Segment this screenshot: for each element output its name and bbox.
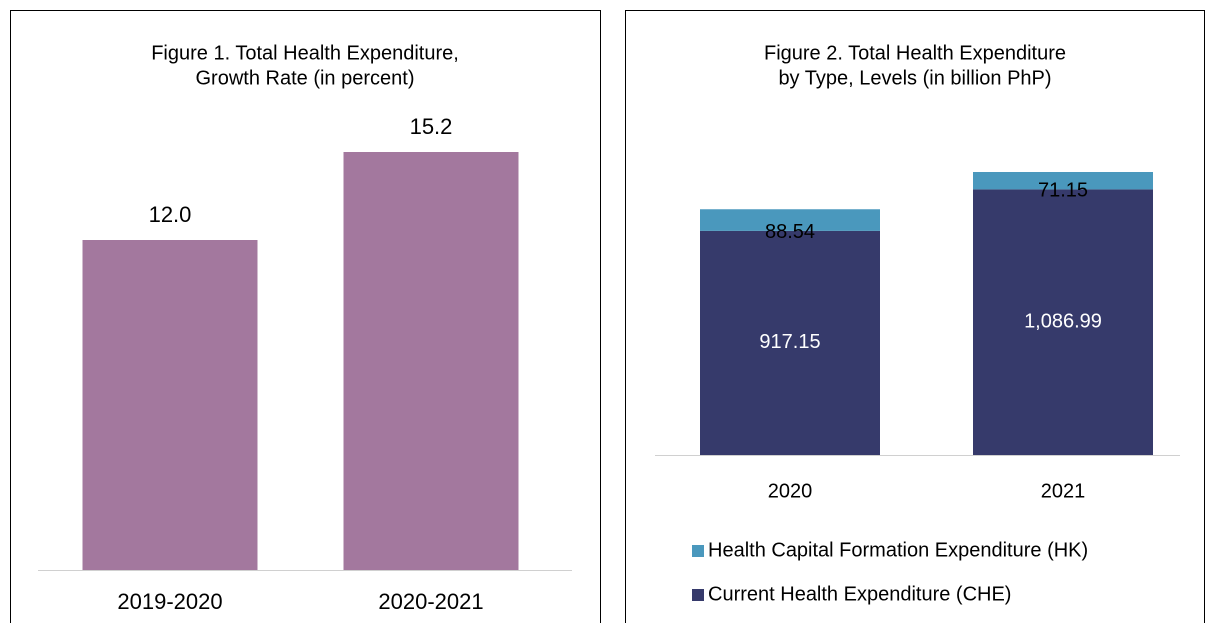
legend-swatch [692,589,704,601]
data-label: 917.15 [759,331,820,353]
bar-segment [700,209,880,231]
data-label: 1,086.99 [1024,310,1102,332]
bar [343,152,519,570]
chart-title: Growth Rate (in percent) [196,67,415,89]
chart-title: Figure 2. Total Health Expenditure [764,42,1066,64]
bar-segment [973,172,1153,190]
x-tick-label: 2020-2021 [378,589,483,614]
bar-segment [700,230,880,455]
panel-border [10,10,601,623]
panel-border [625,10,1205,623]
bar [82,240,258,570]
data-label: 15.2 [410,114,453,139]
data-label: 12.0 [149,202,192,227]
chart-title: by Type, Levels (in billion PhP) [778,67,1051,89]
legend-swatch [692,545,704,557]
x-tick-label: 2019-2020 [117,589,222,614]
legend-label: Current Health Expenditure (CHE) [708,583,1011,605]
bar-segment [973,189,1153,455]
data-label: 71.15 [1038,180,1088,202]
data-label: 88.54 [765,221,815,243]
chart-title: Figure 1. Total Health Expenditure, [151,42,459,64]
x-tick-label: 2020 [768,480,813,502]
x-tick-label: 2021 [1041,480,1086,502]
legend-label: Health Capital Formation Expenditure (HK… [708,539,1088,561]
